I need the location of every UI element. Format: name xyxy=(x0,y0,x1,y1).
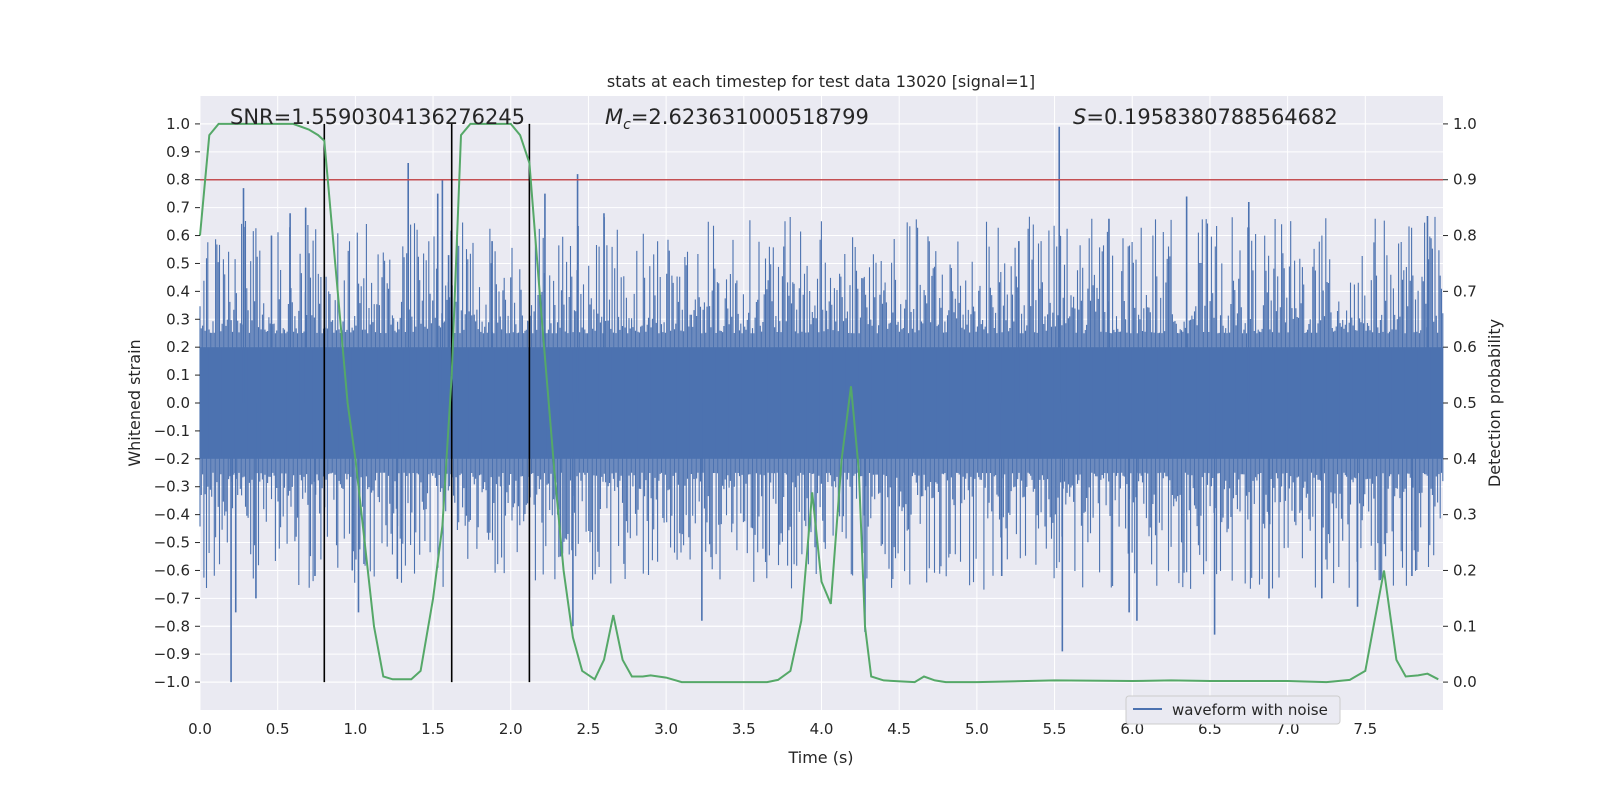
x-axis-label: Time (s) xyxy=(787,748,853,767)
ticks: 0.0 0.5 1.0 1.5 2.0 2.5 3.0 3.5 4.0 4.5 5.0 5.5 6.0 6… xyxy=(154,115,1477,738)
vertical-markers xyxy=(323,123,531,683)
x-tick-label: 7.5 xyxy=(1353,720,1377,738)
y-tick-label-left: −0.3 xyxy=(154,478,190,496)
y-axis-label-left: Whitened strain xyxy=(125,339,144,466)
chirp-mass-symbol: M xyxy=(605,105,623,129)
detection-probability-line xyxy=(199,122,1439,684)
y-tick-label-right: 0.5 xyxy=(1453,394,1477,412)
x-tick-label: 2.5 xyxy=(577,720,601,738)
s-value: =0.1958380788564682 xyxy=(1086,105,1337,129)
y-tick-label-left: −0.4 xyxy=(154,506,190,524)
x-tick-label: 5.5 xyxy=(1043,720,1067,738)
x-tick-label: 4.0 xyxy=(810,720,834,738)
y-tick-label-right: 0.8 xyxy=(1453,227,1477,245)
snr-annotation: SNR=1.5590304136276245 xyxy=(230,105,525,129)
x-tick-label: 3.5 xyxy=(732,720,756,738)
y-tick-label-left: −0.6 xyxy=(154,561,190,579)
s-annotation: S=0.1958380788564682 xyxy=(1073,105,1338,129)
y-tick-label-left: 0.3 xyxy=(166,310,190,328)
y-tick-label-left: 0.4 xyxy=(166,282,190,300)
y-tick-label-right: 0.6 xyxy=(1453,338,1477,356)
y-tick-label-left: −0.5 xyxy=(154,534,190,552)
x-tick-label: 5.0 xyxy=(965,720,989,738)
y-tick-label-left: −0.1 xyxy=(154,422,190,440)
y-tick-label-right: 0.2 xyxy=(1453,561,1477,579)
y-tick-label-right: 0.4 xyxy=(1453,450,1477,468)
s-symbol: S xyxy=(1073,105,1086,129)
y-tick-label-left: 0.0 xyxy=(166,394,190,412)
y-tick-label-left: 0.1 xyxy=(166,366,190,384)
legend-label-waveform: waveform with noise xyxy=(1172,701,1328,719)
x-tick-label: 3.0 xyxy=(654,720,678,738)
y-tick-label-left: −1.0 xyxy=(154,673,190,691)
y-tick-label-right: 0.3 xyxy=(1453,506,1477,524)
legend: waveform with noise xyxy=(1125,695,1341,725)
y-tick-label-right: 0.0 xyxy=(1453,673,1477,691)
y-tick-label-left: 0.6 xyxy=(166,227,190,245)
y-tick-label-left: 0.7 xyxy=(166,199,190,217)
y-tick-label-left: 0.5 xyxy=(166,254,190,272)
x-tick-label: 1.0 xyxy=(343,720,367,738)
y-tick-label-left: −0.2 xyxy=(154,450,190,468)
waveform-envelope xyxy=(199,216,1444,590)
x-tick-label: 4.5 xyxy=(887,720,911,738)
chirp-mass-annotation: Mc=2.623631000518799 xyxy=(605,105,869,133)
y-tick-label-right: 1.0 xyxy=(1453,115,1477,133)
x-tick-label: 0.0 xyxy=(188,720,212,738)
probability-series xyxy=(199,122,1439,684)
chirp-mass-subscript: c xyxy=(623,117,631,133)
y-tick-label-left: 0.2 xyxy=(166,338,190,356)
y-tick-label-left: −0.9 xyxy=(154,645,190,663)
y-tick-label-left: −0.7 xyxy=(154,589,190,607)
y-tick-label-left: 0.8 xyxy=(166,171,190,189)
y-tick-label-right: 0.9 xyxy=(1453,171,1477,189)
y-tick-label-left: 0.9 xyxy=(166,143,190,161)
legend-box xyxy=(1125,695,1341,725)
y-axis-label-right: Detection probability xyxy=(1485,319,1504,487)
chart-title: stats at each timestep for test data 130… xyxy=(607,72,1035,91)
chirp-mass-value: =2.623631000518799 xyxy=(631,105,869,129)
y-tick-label-right: 0.1 xyxy=(1453,617,1477,635)
y-tick-label-left: 1.0 xyxy=(166,115,190,133)
x-tick-label: 0.5 xyxy=(266,720,290,738)
y-tick-label-right: 0.7 xyxy=(1453,282,1477,300)
x-tick-label: 1.5 xyxy=(421,720,445,738)
y-tick-label-left: −0.8 xyxy=(154,617,190,635)
waveform-series xyxy=(199,126,1444,683)
x-tick-label: 2.0 xyxy=(499,720,523,738)
